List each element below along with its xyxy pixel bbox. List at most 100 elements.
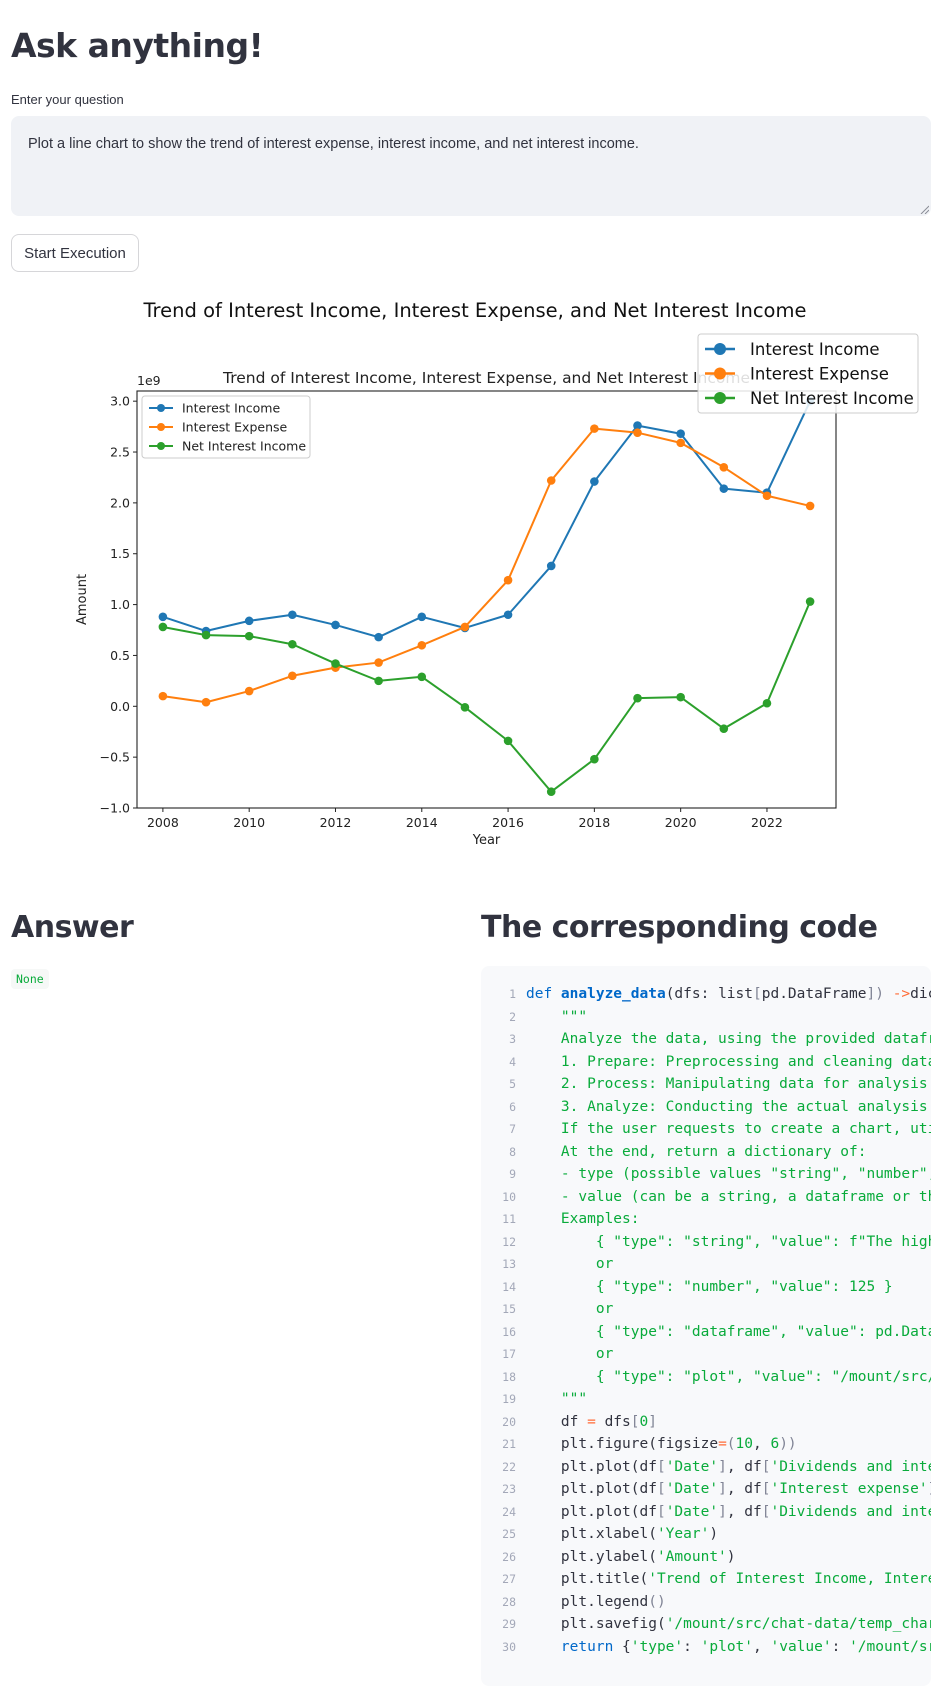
legend-swatch-marker	[157, 404, 165, 412]
code-token: """	[526, 1391, 588, 1407]
line-number: 30	[502, 1639, 516, 1654]
line-number: 16	[502, 1324, 516, 1339]
code-token: return	[526, 1638, 623, 1655]
code-token: or	[526, 1256, 614, 1272]
data-point	[244, 686, 254, 696]
code-token: or	[526, 1301, 614, 1317]
line-number: 10	[502, 1189, 516, 1204]
code-token: ()	[648, 1593, 666, 1610]
data-point	[503, 575, 513, 585]
code-line: 23 plt.plot(df['Date'], df['Interest exp…	[481, 1478, 931, 1501]
code-token: plt.plot(df	[526, 1503, 657, 1520]
data-point	[546, 787, 556, 797]
data-point	[374, 676, 383, 686]
data-point	[331, 620, 340, 630]
y-tick-label: 0.5	[110, 648, 130, 663]
code-token: plt.figure(figsize	[526, 1436, 719, 1452]
x-axis-label: Year	[472, 833, 501, 848]
series-line-2	[162, 601, 812, 793]
answer-heading: Answer	[11, 910, 134, 945]
code-token: or	[526, 1346, 614, 1362]
x-tick-label: 2008	[147, 815, 179, 830]
code-token: [	[656, 1503, 666, 1520]
line-number: 7	[509, 1122, 516, 1136]
code-token: ]	[718, 1481, 727, 1497]
code-line: 29 plt.savefig('/mount/src/chat-data/tem…	[481, 1613, 931, 1636]
code-line: 14 { "type": "number", "value": 125 }	[481, 1276, 931, 1299]
data-point	[460, 622, 470, 632]
code-token: plt.ylabel(	[526, 1548, 657, 1565]
line-chart: Trend of Interest Income, Interest Expen…	[75, 299, 919, 848]
code-line: 5 2. Process: Manipulating data for anal…	[481, 1073, 931, 1096]
question-textarea[interactable]: Plot a line chart to show the trend of i…	[11, 116, 931, 216]
code-token: [	[656, 1481, 666, 1497]
page-title: Ask anything!	[11, 26, 264, 65]
data-point	[676, 692, 685, 702]
data-point	[417, 640, 427, 650]
line-number: 3	[509, 1032, 516, 1046]
inner-legend-label: Net Interest Income	[182, 439, 306, 454]
data-point	[719, 462, 729, 472]
code-line: 4 1. Prepare: Preprocessing and cleaning…	[481, 1051, 931, 1074]
code-token: dict:	[910, 986, 931, 1002]
code-token: 3. Analyze: Conducting the actual analys…	[560, 1098, 928, 1115]
code-token: ->	[883, 986, 911, 1002]
code-token: 'plot'	[700, 1638, 754, 1655]
code-token: )	[726, 1548, 736, 1565]
code-token: [	[761, 1458, 771, 1475]
line-number: 2	[509, 1009, 516, 1024]
code-token: ))	[779, 1436, 797, 1452]
y-tick-label: 1.0	[110, 597, 130, 612]
code-token: plt.plot(df	[526, 1481, 657, 1497]
legend-swatch-marker	[157, 423, 165, 431]
y-tick-label: 0.0	[110, 699, 130, 714]
x-tick-label: 2016	[492, 815, 524, 830]
line-number: 28	[502, 1594, 516, 1609]
data-point	[546, 561, 556, 571]
code-line: 20 df = dfs[0]	[481, 1411, 931, 1434]
code-token: pd.DataFrame	[761, 986, 867, 1002]
data-point	[590, 424, 599, 433]
line-number: 5	[509, 1077, 516, 1091]
legend-swatch-marker	[714, 367, 726, 380]
question-label: Enter your question	[11, 92, 124, 107]
code-line: 26 plt.ylabel('Amount')	[481, 1546, 931, 1569]
code-block[interactable]: 1 def analyze_data(dfs: list[pd.DataFrame…	[481, 966, 931, 1686]
data-point	[158, 612, 168, 622]
code-token: plt.plot(df	[526, 1458, 657, 1475]
code-token: 1. Prepare: Preprocessing and cleaning d…	[560, 1053, 931, 1070]
data-point	[805, 501, 815, 511]
data-point	[158, 691, 168, 701]
data-point	[503, 610, 513, 620]
code-token: '/mount/src/chat-data/temp_chart.png'	[849, 1638, 931, 1655]
legend-swatch-marker	[714, 392, 726, 404]
code-token: df	[526, 1413, 588, 1430]
code-token: 'Amount'	[656, 1548, 727, 1565]
code-token: :	[831, 1638, 850, 1655]
start-execution-button[interactable]: Start Execution	[11, 234, 139, 272]
code-line: 10 - value (can be a string, a dataframe…	[481, 1186, 931, 1209]
data-point	[676, 438, 685, 448]
data-point	[633, 421, 642, 430]
question-text: Plot a line chart to show the trend of i…	[28, 136, 639, 152]
code-token: (	[726, 1436, 736, 1452]
code-line: 11 Examples:	[481, 1208, 931, 1231]
data-point	[719, 724, 729, 733]
code-token: [	[630, 1413, 640, 1430]
code-token: {	[622, 1638, 631, 1655]
code-heading: The corresponding code	[481, 910, 878, 945]
code-line: 12 { "type": "string", "value": f"The hi…	[481, 1231, 931, 1254]
data-point	[460, 703, 470, 712]
code-token: 'value'	[770, 1638, 832, 1655]
resize-grip-icon[interactable]	[919, 204, 929, 214]
series-line-0	[162, 400, 812, 639]
data-point	[158, 622, 168, 632]
line-number: 24	[502, 1504, 516, 1519]
code-token: plt.legend	[526, 1593, 649, 1610]
data-point	[288, 639, 297, 649]
data-point	[417, 612, 427, 622]
data-point	[201, 697, 211, 707]
x-tick-label: 2020	[665, 815, 697, 830]
code-token: ])	[866, 986, 884, 1002]
data-point	[719, 484, 729, 493]
